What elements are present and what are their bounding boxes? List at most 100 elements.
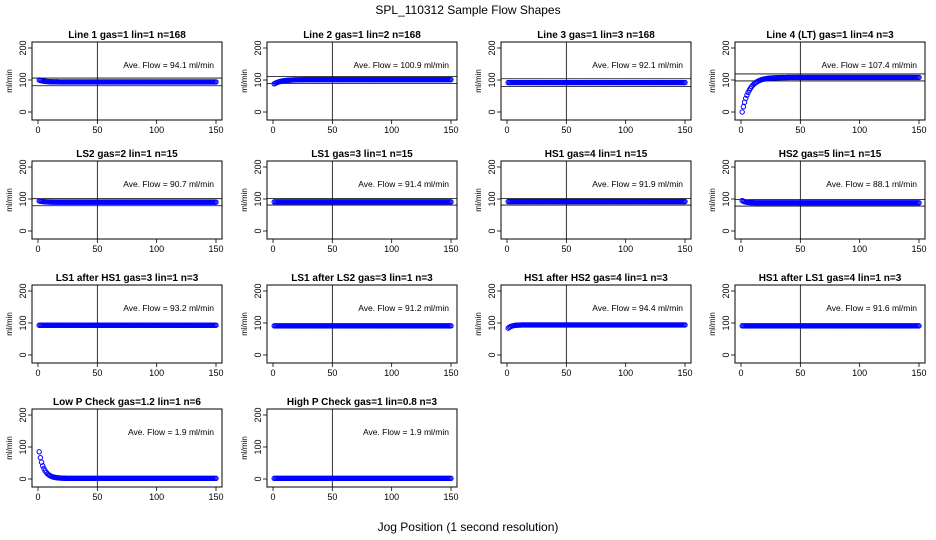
panel-6: LS1 gas=3 lin=1 n=15 0 50 100 150 0 100 200 ml/m… <box>240 149 459 254</box>
x-tick-label: 50 <box>561 368 571 378</box>
x-tick-label: 100 <box>384 125 399 135</box>
y-tick-label: 200 <box>487 159 497 174</box>
panel-title: Line 3 gas=1 lin=3 n=168 <box>537 30 655 41</box>
x-tick-label: 100 <box>149 244 164 254</box>
x-tick-label: 50 <box>327 244 337 254</box>
plot-frame <box>500 41 692 121</box>
y-tick-label: 100 <box>253 439 263 454</box>
data-point <box>739 109 745 115</box>
panel-2: Line 2 gas=1 lin=2 n=168 0 50 100 150 0 100 200… <box>240 30 459 135</box>
y-axis-label: ml/min <box>240 436 249 460</box>
plot-frame <box>31 41 223 121</box>
x-tick-label: 50 <box>795 125 805 135</box>
plot-frame <box>266 284 458 364</box>
data-point <box>40 463 46 469</box>
y-tick-label: 200 <box>18 283 28 298</box>
x-tick-label: 50 <box>795 244 805 254</box>
x-tick-label: 100 <box>618 125 633 135</box>
x-tick-label: 150 <box>911 125 926 135</box>
x-tick-label: 100 <box>149 492 164 502</box>
data-points <box>36 322 219 328</box>
x-tick-label: 0 <box>738 125 743 135</box>
y-tick-label: 0 <box>721 109 731 114</box>
data-point <box>682 79 688 86</box>
data-points <box>739 323 922 329</box>
panel-1: Line 1 gas=1 lin=1 n=168 0 50 100 150 0 100 200… <box>5 30 224 135</box>
y-tick-label: 0 <box>18 109 28 114</box>
y-tick-label: 0 <box>18 228 28 233</box>
x-tick-label: 100 <box>618 368 633 378</box>
data-point <box>37 454 44 461</box>
y-tick-label: 100 <box>18 315 28 330</box>
data-point <box>213 79 219 85</box>
average-flow-annotation: Ave. Flow = 94.1 ml/min <box>123 60 214 70</box>
x-tick-label: 50 <box>327 125 337 135</box>
panel-title: Line 2 gas=1 lin=2 n=168 <box>303 30 421 41</box>
x-tick-label: 50 <box>92 492 102 502</box>
y-tick-label: 100 <box>253 191 263 206</box>
panel-7: HS1 gas=4 lin=1 n=15 0 50 100 150 0 100 200 ml/m… <box>474 149 693 254</box>
y-tick-label: 200 <box>18 159 28 174</box>
panel-12: HS1 after LS1 gas=4 lin=1 n=3 0 50 100 150 0 1… <box>708 273 927 378</box>
y-tick-label: 100 <box>487 191 497 206</box>
x-tick-label: 100 <box>852 125 867 135</box>
data-point <box>448 199 454 205</box>
data-point <box>213 199 219 205</box>
x-tick-label: 100 <box>384 244 399 254</box>
plot-frame <box>266 41 458 121</box>
y-tick-label: 100 <box>721 191 731 206</box>
x-tick-label: 150 <box>677 368 692 378</box>
x-tick-label: 0 <box>35 368 40 378</box>
y-tick-label: 200 <box>253 283 263 298</box>
panel-11: HS1 after HS2 gas=4 lin=1 n=3 0 50 100 150 0 1… <box>474 273 693 378</box>
panel-title: HS2 gas=5 lin=1 n=15 <box>779 149 882 160</box>
figure-title: SPL_110312 Sample Flow Shapes <box>375 3 560 17</box>
y-tick-label: 100 <box>487 72 497 87</box>
y-tick-label: 100 <box>18 72 28 87</box>
y-tick-label: 0 <box>253 109 263 114</box>
y-tick-label: 100 <box>18 439 28 454</box>
y-axis-label: ml/min <box>474 188 483 212</box>
panel-title: HS1 after HS2 gas=4 lin=1 n=3 <box>524 273 668 284</box>
x-tick-label: 0 <box>504 125 509 135</box>
data-point <box>36 449 42 455</box>
x-tick-label: 150 <box>443 244 458 254</box>
x-tick-label: 150 <box>443 125 458 135</box>
y-tick-label: 0 <box>721 228 731 233</box>
data-point <box>448 475 454 482</box>
y-tick-label: 0 <box>253 228 263 233</box>
y-axis-label: ml/min <box>240 312 249 336</box>
y-tick-label: 200 <box>487 283 497 298</box>
y-axis-label: ml/min <box>708 188 717 212</box>
y-axis-label: ml/min <box>5 69 14 93</box>
x-tick-label: 0 <box>270 244 275 254</box>
y-tick-label: 100 <box>721 72 731 87</box>
average-flow-annotation: Ave. Flow = 92.1 ml/min <box>592 60 683 70</box>
x-tick-label: 150 <box>208 125 223 135</box>
plot-frame <box>31 284 223 364</box>
panel-13: Low P Check gas=1.2 lin=1 n=6 0 50 100 150 0 1… <box>5 397 224 502</box>
average-flow-annotation: Ave. Flow = 1.9 ml/min <box>363 427 449 437</box>
y-tick-label: 0 <box>487 352 497 357</box>
x-tick-label: 100 <box>852 368 867 378</box>
average-flow-annotation: Ave. Flow = 91.4 ml/min <box>358 179 449 189</box>
data-points <box>271 76 454 87</box>
y-tick-label: 200 <box>721 159 731 174</box>
plot-frame <box>31 408 223 488</box>
panel-title: Line 1 gas=1 lin=1 n=168 <box>68 30 186 41</box>
panel-title: HS1 after LS1 gas=4 lin=1 n=3 <box>759 273 902 284</box>
panel-title: High P Check gas=1 lin=0.8 n=3 <box>287 397 438 408</box>
figure-xlabel: Jog Position (1 second resolution) <box>378 520 559 534</box>
panel-title: HS1 gas=4 lin=1 n=15 <box>545 149 648 160</box>
x-tick-label: 0 <box>35 244 40 254</box>
panel-8: HS2 gas=5 lin=1 n=15 0 50 100 150 0 100 200 ml/m… <box>708 149 927 254</box>
x-tick-label: 0 <box>270 368 275 378</box>
data-points <box>505 198 688 205</box>
y-axis-label: ml/min <box>474 312 483 336</box>
y-tick-label: 200 <box>18 407 28 422</box>
y-tick-label: 100 <box>18 191 28 206</box>
data-point <box>448 323 454 329</box>
data-points <box>271 475 454 482</box>
x-tick-label: 100 <box>384 368 399 378</box>
y-tick-label: 200 <box>721 283 731 298</box>
